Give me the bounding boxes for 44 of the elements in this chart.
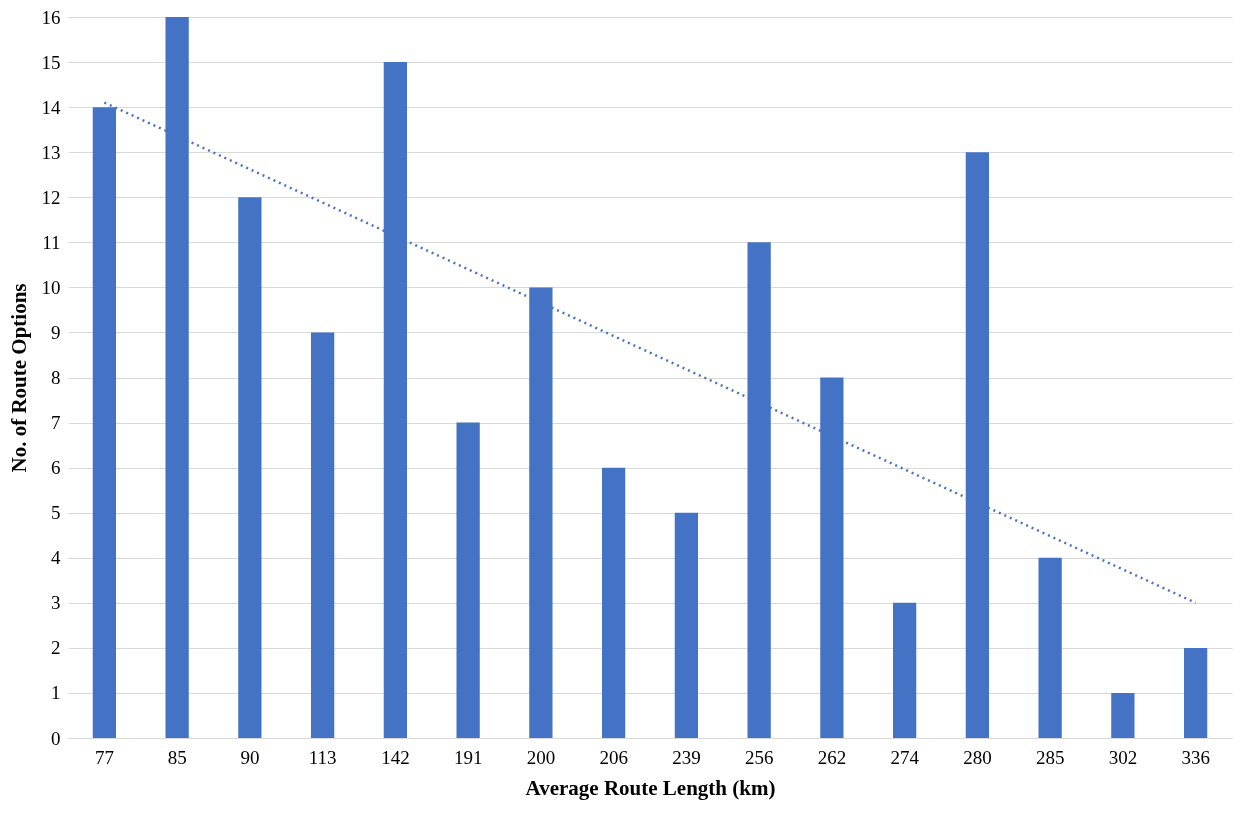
y-axis-title: No. of Route Options [6, 283, 31, 473]
y-tick-label: 5 [51, 502, 61, 524]
bar [1111, 692, 1135, 738]
y-tick-label: 12 [41, 186, 61, 208]
x-tick-label: 239 [672, 746, 701, 768]
y-tick-label: 9 [51, 321, 61, 343]
x-tick-label: 262 [817, 746, 847, 768]
y-tick-label: 10 [41, 276, 61, 298]
x-tick-label: 90 [240, 746, 260, 768]
y-tick-label: 4 [51, 547, 61, 569]
y-tick-label: 0 [51, 727, 61, 749]
y-tick-label: 1 [51, 682, 61, 704]
bar [892, 602, 917, 738]
x-tick-label: 280 [963, 746, 992, 768]
bar [1038, 557, 1062, 738]
y-tick-label: 13 [41, 141, 61, 163]
x-tick-label: 285 [1035, 746, 1065, 768]
x-tick-label: 256 [744, 746, 774, 768]
bar [674, 512, 699, 738]
y-tick-label: 16 [41, 6, 61, 28]
bar [310, 332, 335, 738]
x-tick-label: 85 [167, 746, 187, 768]
x-tick-label: 302 [1108, 746, 1138, 768]
y-tick-label: 7 [51, 412, 61, 434]
x-tick-label: 336 [1181, 746, 1210, 768]
x-tick-label: 191 [453, 746, 483, 768]
x-tick-label: 113 [308, 746, 337, 768]
bar [238, 197, 262, 738]
y-tick-label: 6 [51, 457, 61, 479]
x-axis-title: Average Route Length (km) [525, 775, 776, 800]
x-tick-label: 200 [526, 746, 556, 768]
y-tick-label: 2 [51, 637, 61, 659]
y-tick-label: 8 [51, 367, 61, 388]
y-tick-label: 14 [41, 96, 61, 118]
bar [601, 467, 626, 738]
x-tick-label: 77 [94, 746, 114, 768]
x-tick-label: 142 [381, 746, 410, 768]
y-tick-label: 3 [51, 592, 61, 614]
bar [456, 422, 480, 738]
y-tick-label: 11 [42, 231, 61, 253]
bar [1183, 647, 1208, 738]
x-tick-label: 206 [599, 746, 628, 768]
x-tick-label: 274 [890, 746, 920, 768]
y-tick-label: 15 [41, 51, 61, 73]
